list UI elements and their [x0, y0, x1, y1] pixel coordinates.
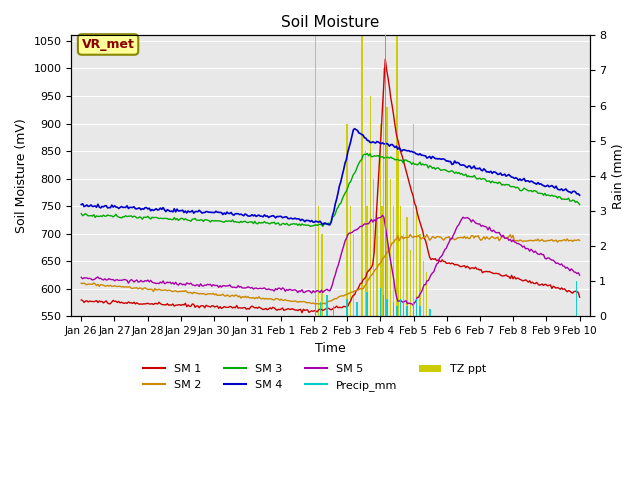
- Bar: [346, 299, 348, 316]
- Bar: [406, 217, 408, 316]
- Bar: [426, 272, 428, 316]
- Bar: [413, 123, 414, 316]
- Y-axis label: Soil Moisture (mV): Soil Moisture (mV): [15, 119, 28, 233]
- Bar: [315, 0, 316, 316]
- Bar: [366, 206, 367, 316]
- Bar: [423, 261, 424, 316]
- Y-axis label: Rain (mm): Rain (mm): [612, 143, 625, 209]
- Bar: [383, 69, 384, 316]
- Bar: [406, 306, 408, 316]
- Bar: [416, 299, 417, 316]
- Bar: [575, 281, 577, 316]
- Bar: [429, 310, 431, 316]
- Bar: [315, 299, 316, 316]
- Bar: [362, 0, 363, 316]
- Bar: [387, 107, 388, 316]
- Bar: [393, 302, 394, 316]
- Bar: [320, 302, 321, 316]
- Bar: [333, 306, 335, 316]
- Bar: [403, 234, 404, 316]
- Bar: [416, 206, 417, 316]
- Legend: SM 1, SM 2, SM 3, SM 4, SM 5, Precip_mm, TZ ppt: SM 1, SM 2, SM 3, SM 4, SM 5, Precip_mm,…: [139, 360, 491, 395]
- Bar: [381, 206, 383, 316]
- Bar: [399, 206, 401, 316]
- Text: VR_met: VR_met: [82, 38, 134, 51]
- Bar: [419, 306, 421, 316]
- Bar: [365, 151, 366, 316]
- Bar: [380, 288, 381, 316]
- Bar: [353, 234, 355, 316]
- Bar: [349, 206, 351, 316]
- Bar: [380, 123, 381, 316]
- Bar: [393, 206, 394, 316]
- Bar: [326, 295, 328, 316]
- Bar: [396, 0, 397, 316]
- Bar: [390, 179, 391, 316]
- Bar: [385, 36, 386, 316]
- Bar: [419, 234, 421, 316]
- Bar: [410, 251, 411, 316]
- Bar: [387, 299, 388, 316]
- Bar: [366, 292, 367, 316]
- Bar: [403, 302, 404, 316]
- Bar: [373, 179, 374, 316]
- Bar: [399, 299, 401, 316]
- Bar: [398, 151, 399, 316]
- Bar: [346, 123, 348, 316]
- Bar: [370, 96, 371, 316]
- Bar: [356, 302, 358, 316]
- Bar: [396, 306, 397, 316]
- Bar: [376, 217, 378, 316]
- Bar: [321, 234, 323, 316]
- X-axis label: Time: Time: [315, 342, 346, 355]
- Bar: [383, 295, 384, 316]
- Title: Soil Moisture: Soil Moisture: [281, 15, 380, 30]
- Bar: [318, 206, 319, 316]
- Bar: [413, 302, 414, 316]
